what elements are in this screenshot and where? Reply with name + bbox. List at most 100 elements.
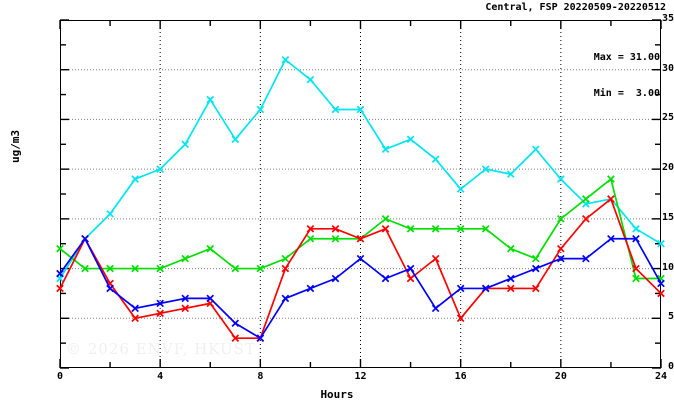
x-tick-label: 24: [654, 371, 668, 382]
series-marker-x: [131, 314, 139, 323]
series-marker-x: [331, 234, 340, 243]
series-marker-x: [56, 244, 64, 253]
series-marker-x: [156, 309, 164, 318]
data-series-blue: [56, 234, 665, 342]
series-marker-x: [632, 224, 640, 233]
series-marker-x: [607, 195, 615, 203]
series-marker-x: [456, 224, 465, 233]
series-marker-x: [181, 294, 190, 303]
series-marker-x: [406, 224, 415, 233]
y-tick-label: 0: [667, 361, 674, 372]
series-marker-x: [56, 269, 64, 278]
series-marker-x: [506, 284, 515, 293]
series-marker-x: [456, 185, 465, 193]
series-marker-x: [181, 304, 190, 313]
y-tick-label: 35: [661, 13, 674, 24]
series-marker-x: [632, 234, 640, 243]
series-marker-x: [431, 155, 440, 164]
series-marker-x: [557, 244, 565, 253]
series-marker-x: [156, 264, 164, 273]
series-marker-x: [156, 299, 164, 308]
series-marker-x: [106, 284, 114, 293]
series-marker-x: [531, 254, 540, 263]
series-marker-x: [231, 135, 240, 144]
series-marker-x: [431, 224, 440, 233]
series-marker-x: [506, 274, 515, 283]
series-marker-x: [81, 264, 89, 273]
series-marker-x: [131, 175, 139, 183]
series-marker-x: [582, 215, 590, 223]
series-marker-x: [206, 95, 215, 104]
series-marker-x: [481, 165, 490, 173]
series-marker-x: [506, 170, 515, 178]
series-marker-x: [557, 254, 565, 263]
series-marker-x: [106, 210, 114, 218]
series-marker-x: [607, 175, 615, 183]
series-marker-x: [106, 264, 114, 273]
series-marker-x: [607, 234, 615, 243]
series-marker-x: [131, 264, 139, 273]
y-axis-label: ug/m3: [9, 129, 22, 163]
series-marker-x: [206, 244, 215, 253]
series-marker-x: [582, 195, 590, 203]
series-marker-x: [306, 284, 315, 293]
y-tick-label: 20: [661, 162, 674, 174]
series-marker-x: [281, 294, 290, 303]
series-marker-x: [431, 254, 440, 263]
x-axis-label: Hours: [320, 388, 354, 401]
stats-box: Max = 31.00 Min = 3.00: [594, 28, 660, 124]
series-marker-x: [56, 284, 64, 293]
series-marker-x: [632, 274, 640, 283]
x-tick-label: 8: [257, 371, 264, 382]
series-marker-x: [131, 304, 139, 313]
series-marker-x: [331, 274, 340, 283]
series-marker-x: [381, 274, 390, 283]
series-marker-x: [331, 224, 340, 233]
series-marker-x: [281, 55, 290, 64]
series-marker-x: [657, 279, 665, 288]
series-marker-x: [306, 224, 315, 233]
series-marker-x: [306, 234, 315, 243]
series-marker-x: [657, 239, 665, 248]
x-tick-label: 16: [454, 371, 467, 382]
series-marker-x: [406, 135, 415, 144]
series-marker-x: [356, 234, 365, 243]
y-tick-label: 5: [667, 311, 674, 323]
series-marker-x: [557, 215, 565, 223]
stats-max: Max = 31.00: [593, 52, 660, 63]
series-marker-x: [181, 140, 190, 149]
data-series-cyan: [56, 55, 665, 283]
series-marker-x: [81, 234, 89, 243]
series-marker-x: [557, 175, 565, 183]
series-marker-x: [356, 254, 365, 263]
series-marker-x: [506, 244, 515, 253]
stats-min: Min = 3.00: [593, 88, 660, 99]
series-marker-x: [331, 105, 340, 114]
chart-title: Central, FSP 20220509-20220512: [485, 2, 666, 13]
series-marker-x: [231, 264, 240, 273]
y-tick-label: 30: [661, 62, 674, 74]
series-marker-x: [256, 105, 265, 114]
y-tick-label: 10: [661, 261, 674, 273]
x-tick-label: 12: [354, 371, 367, 382]
series-marker-x: [156, 165, 164, 173]
series-marker-x: [356, 105, 365, 114]
series-marker-x: [456, 284, 465, 293]
x-tick-label: 4: [157, 371, 164, 382]
series-marker-x: [206, 294, 215, 303]
series-marker-x: [481, 284, 490, 293]
series-marker-x: [456, 314, 465, 323]
series-marker-x: [381, 215, 390, 223]
series-marker-x: [406, 264, 415, 273]
series-marker-x: [531, 264, 540, 273]
series-marker-x: [431, 304, 440, 313]
series-marker-x: [256, 264, 265, 273]
series-marker-x: [306, 75, 315, 84]
series-marker-x: [481, 224, 490, 233]
y-tick-label: 25: [661, 112, 674, 124]
series-marker-x: [381, 224, 390, 233]
series-marker-x: [381, 145, 390, 154]
series-marker-x: [256, 334, 265, 342]
series-marker-x: [231, 334, 240, 342]
